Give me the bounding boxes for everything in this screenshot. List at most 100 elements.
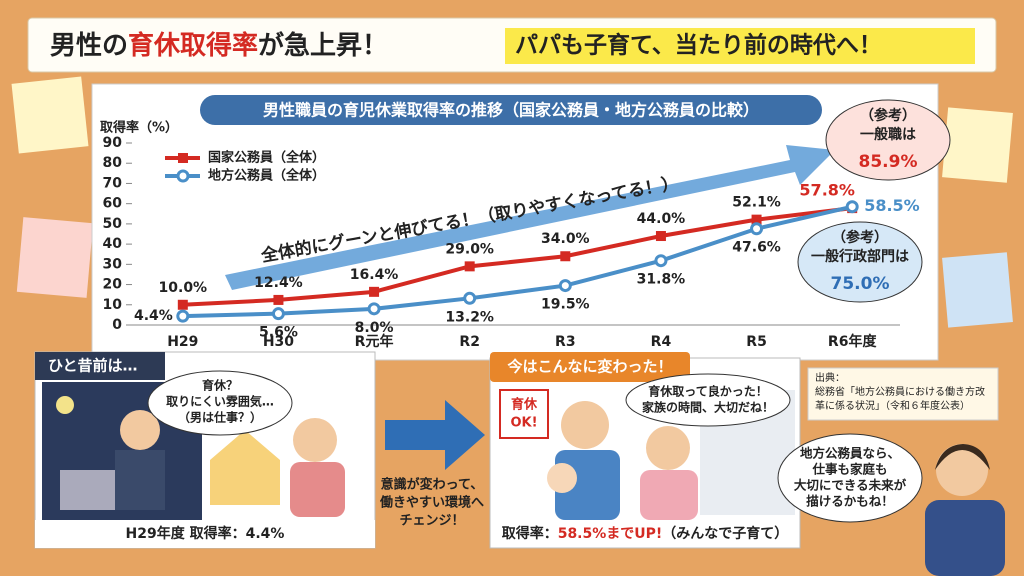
headline-part: 男性の [50, 31, 128, 61]
marker [751, 214, 762, 225]
marker [560, 251, 571, 262]
text-line: 総務省「地方公務員における働き方改 [815, 385, 985, 398]
marker [463, 291, 477, 305]
text-line: 大切にできる未来が [794, 478, 907, 493]
value-label: 12.4% [254, 275, 303, 291]
marker [271, 307, 285, 321]
value-label: 47.6% [732, 240, 781, 256]
x-tick-label: R3 [555, 334, 576, 350]
marker [558, 279, 572, 293]
callout-line: （参考） [860, 107, 916, 124]
marker [273, 294, 284, 305]
text-line: 地方公務員なら、 [800, 446, 900, 461]
headline-part: 育休取得率 [128, 30, 258, 61]
value-label: 34.0% [541, 231, 590, 247]
value-label: 44.0% [637, 211, 686, 227]
y-tick-label: 70 [103, 175, 123, 191]
text-line: （男は仕事？） [178, 410, 262, 425]
text-line: 育休 [511, 397, 538, 413]
text-line: 家族の時間、大切だね！ [642, 400, 774, 415]
source-box [807, 367, 999, 421]
chart-title: 男性職員の育児休業取得率の推移（国家公務員・地方公務員の比較） [263, 101, 759, 120]
value-label: 8.0% [355, 320, 394, 336]
y-tick-label: 0 [112, 317, 122, 333]
y-tick-label: 20 [103, 277, 123, 293]
speech-bubble [777, 433, 923, 523]
text-line: チェンジ！ [399, 514, 464, 529]
value-label: 19.5% [541, 297, 590, 313]
text-line: 取りにくい雰囲気… [166, 394, 274, 409]
x-tick-label: R元年 [355, 333, 394, 350]
sticky-note [16, 217, 94, 298]
x-tick-label: R2 [459, 334, 480, 350]
legend-marker [178, 153, 188, 163]
value-label: 10.0% [159, 280, 208, 296]
callout-value: 75.0% [831, 274, 890, 294]
text-line: 働きやすい環境へ [379, 495, 484, 511]
callout [797, 221, 923, 303]
x-tick-label: R4 [651, 334, 672, 350]
value-label: 13.2% [445, 309, 494, 325]
house [210, 430, 280, 505]
callout-value: 85.9% [859, 152, 918, 172]
sticky-note [11, 76, 89, 154]
caption-bg [35, 520, 375, 548]
laptop [60, 470, 120, 510]
legend-marker [176, 169, 190, 183]
text-line: 育休取って良かった！ [648, 384, 767, 399]
speech-bubble [147, 370, 293, 436]
y-tick-label: 30 [103, 256, 123, 272]
marker [655, 231, 666, 242]
before-title: ひと昔前は… [48, 357, 138, 375]
y-tick-label: 80 [103, 155, 123, 171]
moon [56, 396, 74, 414]
after-title: 今はこんなに変わった！ [506, 358, 672, 376]
ok-sign [499, 389, 549, 439]
x-tick-label: H30 [263, 334, 294, 350]
trend-arrow [225, 145, 835, 290]
suit [115, 450, 165, 510]
y-tick-label: 10 [103, 297, 123, 313]
value-label: 16.4% [350, 267, 399, 283]
marker [464, 261, 475, 272]
speech-bubble [625, 373, 791, 427]
y-tick-label: 60 [103, 196, 123, 212]
after-caption: 取得率：58.5%までUP!（みんなで子育て） [502, 525, 789, 542]
guide-suit [925, 500, 1005, 576]
value-label: 5.6% [259, 325, 298, 341]
x-tick-label: H29 [167, 334, 198, 350]
mother-body [290, 462, 345, 517]
sticky-note [942, 107, 1013, 183]
legend-label: 地方公務員（全体） [208, 168, 325, 184]
sticky-note [942, 252, 1013, 328]
mother [293, 418, 337, 462]
value-label: 31.8% [637, 272, 686, 288]
text-line: OK! [510, 416, 537, 431]
legend-label: 国家公務員（全体） [208, 150, 325, 166]
headline-part: が急上昇！ [258, 30, 388, 61]
mother-body [640, 470, 698, 520]
headline-sub: パパも子育て、当たり前の時代へ！ [515, 32, 882, 59]
marker [654, 254, 668, 268]
guide-man [936, 444, 988, 496]
series-line [182, 206, 853, 307]
hair [935, 444, 990, 470]
text-line: 意識が変わって、 [381, 477, 484, 493]
text-line: 仕事も家庭も [811, 462, 887, 477]
tired-man [120, 410, 160, 450]
caption-part: （みんなで子育て） [662, 525, 788, 542]
y-tick-label: 50 [103, 216, 123, 232]
marker [176, 309, 190, 323]
happy-father [561, 401, 609, 449]
value-label: 29.0% [445, 241, 494, 257]
marker [845, 200, 859, 214]
callout [825, 99, 951, 181]
y-tick-label: 40 [103, 236, 123, 252]
marker [369, 286, 380, 297]
x-tick-label: R5 [746, 334, 767, 350]
text-line: 革に係る状況」（令和６年度公表） [815, 399, 970, 412]
callout-line: 一般行政部門は [811, 248, 909, 265]
after-title-tab [490, 352, 690, 382]
text-line: 育休？ [202, 378, 238, 393]
